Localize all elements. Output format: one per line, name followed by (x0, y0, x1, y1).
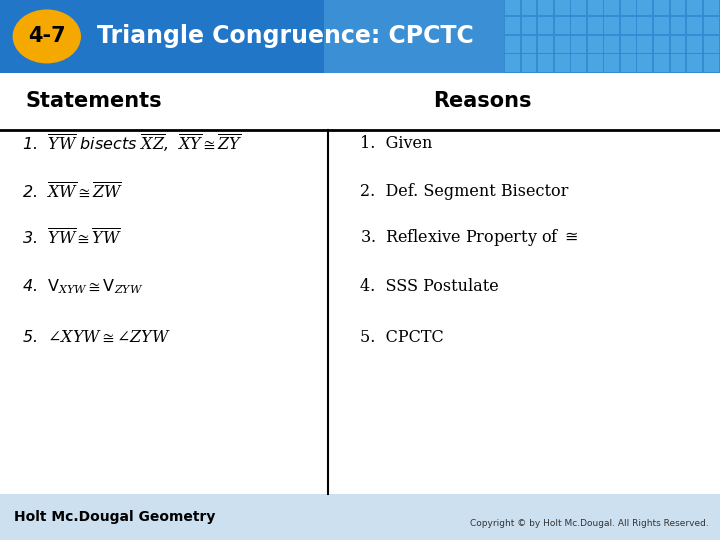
Bar (570, 16, 586, 34)
Bar (670, 0, 685, 15)
Bar (636, 16, 652, 34)
Bar (537, 53, 553, 72)
Bar (636, 0, 652, 15)
Text: 1.  $\overline{YW}$ bisects $\overline{XZ}$,  $\overline{XY} \cong \overline{ZY}: 1. $\overline{YW}$ bisects $\overline{XZ… (22, 132, 242, 154)
Bar (603, 0, 619, 15)
Bar (521, 35, 536, 53)
Bar (554, 0, 570, 15)
Text: 4.  $\mathsf{V}_{XYW} \cong \mathsf{V}_{ZYW}$: 4. $\mathsf{V}_{XYW} \cong \mathsf{V}_{Z… (22, 277, 143, 295)
Ellipse shape (13, 10, 81, 63)
Bar (686, 35, 702, 53)
Text: 4-7: 4-7 (28, 26, 66, 46)
Bar (554, 53, 570, 72)
Bar (653, 16, 669, 34)
Text: Statements: Statements (25, 91, 162, 111)
Bar (670, 35, 685, 53)
Bar (686, 0, 702, 15)
Text: 1.  Given: 1. Given (360, 134, 433, 152)
Bar (0, 494, 720, 540)
Bar (570, 0, 586, 15)
Bar (521, 16, 536, 34)
Bar (537, 0, 553, 15)
Bar (570, 35, 586, 53)
Text: Triangle Congruence: CPCTC: Triangle Congruence: CPCTC (97, 24, 474, 49)
Bar (521, 53, 536, 72)
Bar (703, 35, 719, 53)
Bar (686, 16, 702, 34)
Bar (554, 35, 570, 53)
Bar (504, 35, 520, 53)
Bar (554, 16, 570, 34)
Bar (653, 35, 669, 53)
Bar (504, 16, 520, 34)
Bar (653, 53, 669, 72)
Bar (670, 53, 685, 72)
Bar (324, 0, 720, 73)
Bar (570, 53, 586, 72)
Bar (603, 53, 619, 72)
Bar (703, 53, 719, 72)
Text: 5.  CPCTC: 5. CPCTC (360, 329, 444, 346)
Bar (587, 0, 603, 15)
Bar (0, 73, 720, 494)
Bar (686, 53, 702, 72)
Bar (603, 16, 619, 34)
Bar (620, 16, 636, 34)
Text: 2.  Def. Segment Bisector: 2. Def. Segment Bisector (360, 183, 568, 200)
Bar (587, 35, 603, 53)
Text: 5.  $\angle XYW \cong \angle ZYW$: 5. $\angle XYW \cong \angle ZYW$ (22, 330, 171, 345)
Bar (653, 0, 669, 15)
Text: Copyright © by Holt Mc.Dougal. All Rights Reserved.: Copyright © by Holt Mc.Dougal. All Right… (470, 519, 709, 529)
Bar (703, 0, 719, 15)
Bar (537, 35, 553, 53)
Bar (537, 16, 553, 34)
Bar (703, 16, 719, 34)
Text: 4.  SSS Postulate: 4. SSS Postulate (360, 278, 499, 295)
Bar (504, 53, 520, 72)
Bar (636, 53, 652, 72)
Bar (620, 35, 636, 53)
Text: Reasons: Reasons (433, 91, 531, 111)
Text: 2.  $\overline{XW} \cong \overline{ZW}$: 2. $\overline{XW} \cong \overline{ZW}$ (22, 182, 122, 201)
Bar (636, 35, 652, 53)
Bar (670, 16, 685, 34)
Bar (504, 0, 520, 15)
Text: 3.  $\overline{YW} \cong \overline{YW}$: 3. $\overline{YW} \cong \overline{YW}$ (22, 228, 121, 247)
Bar (620, 0, 636, 15)
Text: 3.  Reflexive Property of $\cong$: 3. Reflexive Property of $\cong$ (360, 227, 579, 248)
Text: Holt Mc.Dougal Geometry: Holt Mc.Dougal Geometry (14, 510, 216, 524)
Bar (603, 35, 619, 53)
Bar (521, 0, 536, 15)
Bar (587, 53, 603, 72)
Bar (620, 53, 636, 72)
Bar (587, 16, 603, 34)
Bar (0, 0, 720, 73)
